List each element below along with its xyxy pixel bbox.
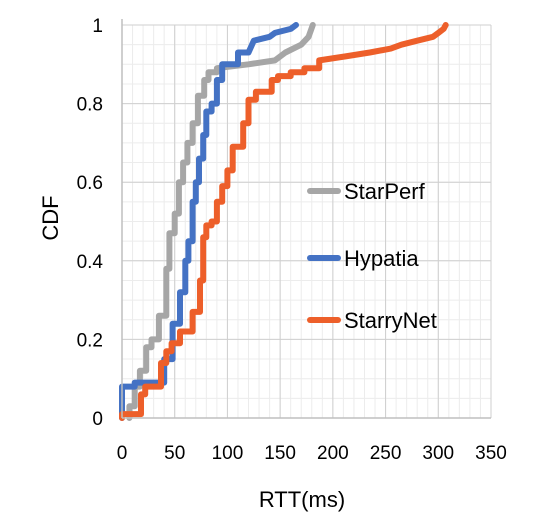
x-tick-label: 100 bbox=[212, 443, 244, 464]
x-tick-label: 250 bbox=[370, 443, 402, 464]
x-tick-labels: 0 50 100 150 200 250 300 350 bbox=[117, 443, 507, 464]
y-tick-labels: 0 0.2 0.4 0.6 0.8 1 bbox=[77, 16, 104, 430]
series-line-starrynet bbox=[119, 22, 449, 421]
legend-label-starrynet: StarryNet bbox=[344, 308, 437, 333]
x-tick-label: 300 bbox=[422, 443, 454, 464]
y-axis-label: CDF bbox=[38, 195, 63, 240]
x-tick-label: 200 bbox=[317, 443, 349, 464]
axes bbox=[121, 19, 491, 419]
y-tick-label: 0.6 bbox=[77, 173, 103, 194]
x-tick-label: 50 bbox=[164, 443, 185, 464]
x-tick-label: 0 bbox=[117, 443, 128, 464]
y-tick-label: 0 bbox=[92, 409, 103, 430]
x-tick-label: 150 bbox=[264, 443, 296, 464]
y-tick-label: 0.4 bbox=[77, 252, 104, 273]
legend: StarPerf Hypatia StarryNet bbox=[307, 179, 437, 333]
series-layer bbox=[119, 22, 449, 421]
x-tick-label: 350 bbox=[475, 443, 507, 464]
legend-label-starperf: StarPerf bbox=[344, 179, 426, 204]
y-tick-label: 0.8 bbox=[77, 95, 103, 116]
y-tick-label: 1 bbox=[92, 16, 103, 37]
x-axis-label: RTT(ms) bbox=[259, 487, 345, 512]
legend-label-hypatia: Hypatia bbox=[344, 246, 419, 271]
y-tick-label: 0.2 bbox=[77, 330, 103, 351]
series-line-starperf bbox=[126, 22, 316, 421]
